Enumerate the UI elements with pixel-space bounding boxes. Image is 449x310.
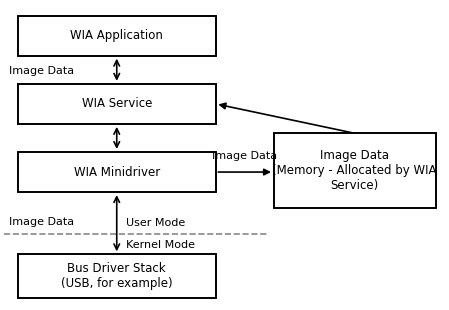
FancyBboxPatch shape	[18, 152, 216, 192]
FancyBboxPatch shape	[18, 16, 216, 56]
FancyBboxPatch shape	[18, 84, 216, 124]
Text: Bus Driver Stack
(USB, for example): Bus Driver Stack (USB, for example)	[61, 262, 172, 290]
Text: WIA Application: WIA Application	[70, 29, 163, 42]
Text: Image Data
(Memory - Allocated by WIA
Service): Image Data (Memory - Allocated by WIA Se…	[273, 149, 437, 192]
Text: User Mode: User Mode	[126, 218, 185, 228]
FancyBboxPatch shape	[18, 254, 216, 298]
Text: Image Data: Image Data	[9, 217, 74, 227]
Text: WIA Minidriver: WIA Minidriver	[74, 166, 160, 179]
Text: Kernel Mode: Kernel Mode	[126, 240, 195, 250]
Text: Image Data: Image Data	[9, 66, 74, 76]
FancyBboxPatch shape	[274, 133, 436, 208]
Text: Image Data: Image Data	[212, 151, 277, 161]
Text: WIA Service: WIA Service	[82, 97, 152, 110]
